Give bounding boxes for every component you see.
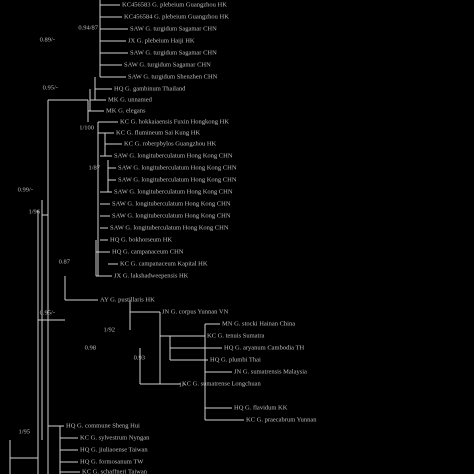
taxon-label: KC G. tenuis Sumatra	[207, 332, 265, 339]
taxon-label: JX G. plebeium Haiji HK	[128, 37, 195, 44]
support-value: 0.93	[134, 354, 145, 361]
taxon-label: KC G. sumatrense Longchuan	[182, 380, 261, 387]
taxon-label: MN G. stocki Hainan China	[222, 320, 295, 327]
support-value: 0.99/-	[18, 186, 33, 193]
taxon-label: KC G. schaffneri Taiwan	[82, 468, 148, 474]
taxon-label: SAW G. longituberculatum Hong Kong CHN	[112, 200, 231, 207]
labels: KC456583 G. plebeium Guangzhou HK KC45658…	[18, 1, 318, 474]
taxon-label: HQ G. bokhorseum HK	[110, 236, 172, 243]
taxon-label: JX G. lakshadweepensis HK	[114, 272, 189, 279]
taxon-label: MK G. unnamed	[108, 96, 153, 103]
taxon-label: KC G. praecabrum Yunnan	[246, 416, 317, 423]
taxon-label: HQ G. gambinum Thailand	[114, 85, 186, 92]
support-value: 1/96	[28, 208, 40, 215]
taxon-label: KC G. hokkaiaensis Fuxin Hongkong HK	[120, 118, 229, 125]
taxon-label: HQ G. plumbi Thai	[210, 356, 261, 363]
support-value: 0.87	[59, 258, 71, 265]
support-value: 1/92	[103, 326, 115, 333]
taxon-label: HQ G. flavidum KK	[234, 404, 288, 411]
support-value: 0.89/-	[40, 36, 55, 43]
support-value: 1/100	[79, 124, 94, 131]
support-value: 1/-	[179, 381, 186, 388]
taxon-label: HQ G. aryanum Cambodia TH	[224, 344, 305, 351]
taxon-label: JN G. sumatrensis Malaysia	[234, 368, 307, 375]
taxon-label: HQ G. formosanum TW	[80, 458, 144, 465]
taxon-label: HQ G. commune Sheng Hui	[66, 422, 140, 429]
taxon-label: SAW G. longituberculatum Hong Kong CHN	[110, 224, 229, 231]
taxon-label: SAW G. longituberculatum Hong Kong CHN	[118, 164, 237, 171]
taxon-label: KC456584 G. plebeium Guangzhou HK	[124, 13, 229, 20]
taxon-label: MK G. elegans	[106, 107, 146, 114]
taxon-label: SAW G. longituberculatum Hong Kong CHN	[112, 212, 231, 219]
taxon-label: AY G. pustillaris HK	[100, 296, 155, 303]
taxon-label: KC G. campanaceum Kapital HK	[120, 260, 208, 267]
taxon-label: JN G. corpus Yunnan VN	[162, 308, 229, 315]
branches	[9, 0, 244, 474]
taxon-label: SAW G. longituberculatum Hong Kong CHN	[114, 188, 233, 195]
taxon-label: SAW G. turgidum Sagamar CHN	[124, 61, 211, 68]
taxon-label: SAW G. turgidum Shenzhen CHN	[128, 73, 218, 80]
support-value: 1/95	[18, 428, 30, 435]
support-value: 0.95/-	[40, 309, 55, 316]
support-value: 0.98	[85, 344, 96, 351]
taxon-label: SAW G. turgidum Sagamar CHN	[130, 25, 217, 32]
support-value: 0.94/87	[78, 24, 98, 31]
taxon-label: KC G. sylvestrum Nyngan	[80, 434, 150, 441]
taxon-label: HQ G. jiuliaoense Taiwan	[80, 446, 148, 453]
taxon-label: SAW G. longituberculatum Hong Kong CHN	[114, 152, 233, 159]
taxon-label: KC G. roberpbylos Guangzhou HK	[124, 140, 217, 147]
taxon-label: HQ G. campanaceum CHN	[112, 248, 184, 255]
taxon-label: SAW G. longituberculatum Hong Kong CHN	[118, 176, 237, 183]
support-value: 0.95/-	[43, 84, 58, 91]
support-value: 1/87	[88, 164, 100, 171]
taxon-label: KC G. flumineum Sai Kung HK	[116, 129, 200, 136]
taxon-label: SAW G. turgidum Sagamar CHN	[130, 49, 217, 56]
taxon-label: KC456583 G. plebeium Guangzhou HK	[122, 1, 227, 8]
